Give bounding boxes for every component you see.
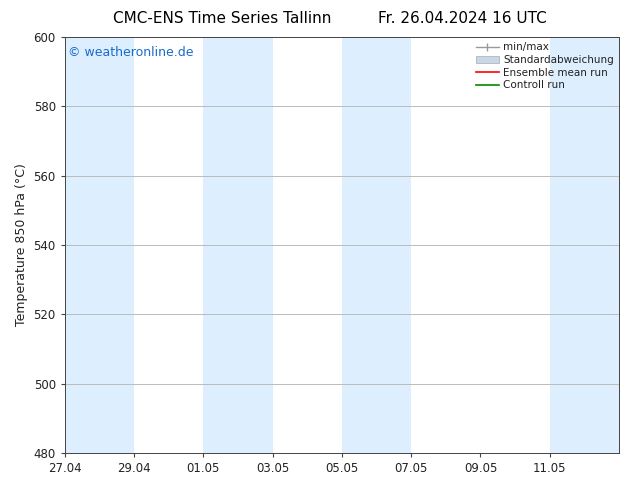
Y-axis label: Temperature 850 hPa (°C): Temperature 850 hPa (°C) <box>15 164 28 326</box>
Bar <box>550 37 619 453</box>
Text: CMC-ENS Time Series Tallinn: CMC-ENS Time Series Tallinn <box>113 11 331 26</box>
Bar <box>204 37 273 453</box>
Bar <box>65 37 134 453</box>
Text: Fr. 26.04.2024 16 UTC: Fr. 26.04.2024 16 UTC <box>378 11 547 26</box>
Legend: min/max, Standardabweichung, Ensemble mean run, Controll run: min/max, Standardabweichung, Ensemble me… <box>473 39 617 93</box>
Bar <box>342 37 411 453</box>
Text: © weatheronline.de: © weatheronline.de <box>68 46 193 59</box>
